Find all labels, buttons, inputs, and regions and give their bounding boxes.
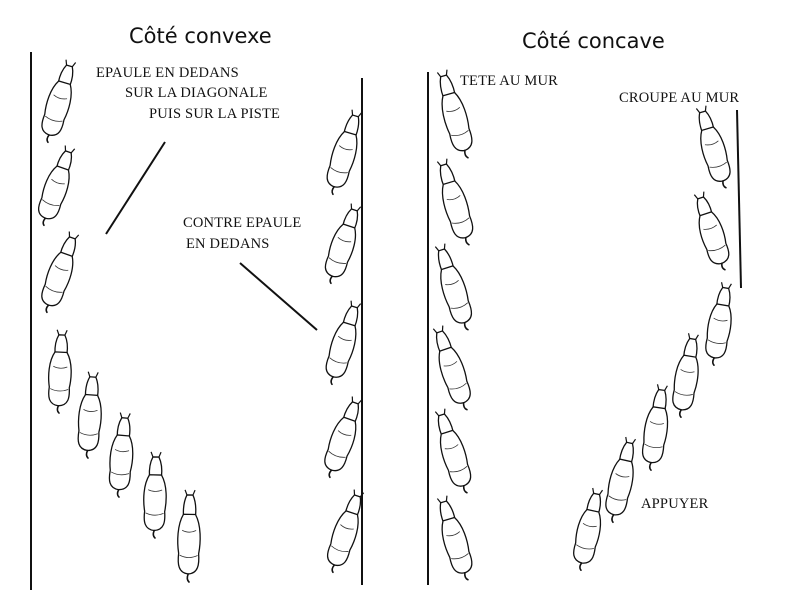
convexe-horse-3-icon [41,231,80,314]
concave-horse-13-icon [573,487,604,572]
convexe-horse-8-icon [177,489,201,583]
convexe-horse-5-icon [77,371,102,459]
convexe-horse-2-icon [37,145,76,227]
concave-horse-7-icon [695,105,731,189]
label-en-dedans: EN DEDANS [186,236,270,252]
contre-epaule-pointer-line [239,262,318,331]
concave-horse-12-icon [605,436,637,524]
concave-horse-10-icon [672,333,699,418]
convexe-horse-1-icon [41,59,77,144]
label-epaule-en-dedans: EPAULE EN DEDANS [96,65,239,81]
concave-horse-9-icon [705,282,732,366]
convexe-horse-10-icon [324,203,362,285]
title-convexe: Côté convexe [129,24,272,48]
label-appuyer: APPUYER [641,496,709,512]
label-croupe-au-mur: CROUPE AU MUR [619,90,740,106]
right-croupe-wall [736,109,742,289]
convexe-horse-6-icon [108,412,134,498]
concave-horse-8-icon [693,191,730,271]
label-sur-la-diagonale: SUR LA DIAGONALE [125,85,268,101]
horses-group [37,59,732,583]
label-tete-au-mur: TETE AU MUR [460,73,559,89]
label-contre-epaule: CONTRE EPAULE [183,215,302,231]
epaule-pointer-line [105,141,166,235]
convexe-horse-4-icon [48,329,72,414]
concave-horse-6-icon [436,495,473,581]
concave-horse-11-icon [641,384,669,471]
title-concave: Côté concave [522,29,665,53]
convexe-horse-7-icon [143,451,167,539]
concave-horse-5-icon [434,408,472,494]
label-puis-sur-la-piste: PUIS SUR LA PISTE [149,106,281,122]
convexe-horse-13-icon [326,489,365,574]
concave-horse-2-icon [436,158,474,246]
concave-horse-4-icon [432,325,471,411]
concave-horse-1-icon [436,69,473,159]
convexe-horse-11-icon [325,300,362,386]
concave-horse-3-icon [434,243,473,331]
convexe-horse-12-icon [324,396,363,479]
convexe-horse-9-icon [326,109,363,196]
